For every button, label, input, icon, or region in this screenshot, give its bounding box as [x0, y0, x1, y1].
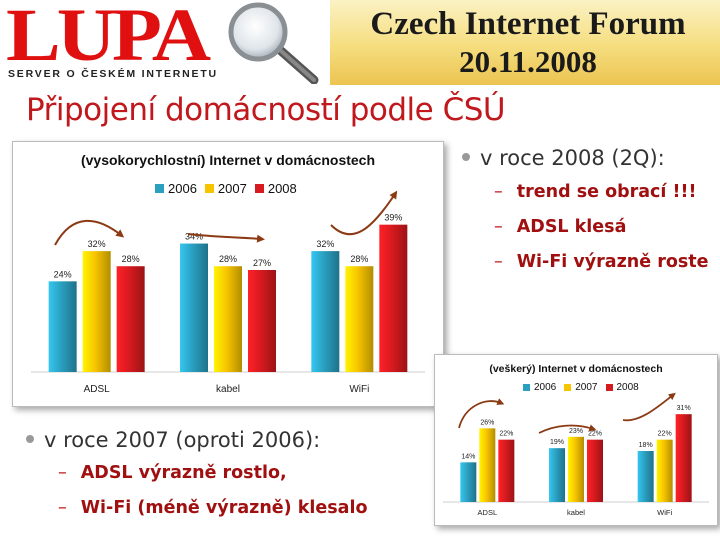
legend-swatch-2007: [204, 184, 214, 193]
bar-wifi-2008: [379, 224, 408, 372]
trend-arrow: [187, 233, 265, 243]
chart-all-internet: 14% 26% 22% ADSL 19% 23% 22% kabel 18% 22% 31% WiFi…: [434, 354, 718, 526]
bar-adsl-2008: [116, 266, 145, 372]
chart-all-title: (veškerý) Internet v domácnostech: [489, 363, 663, 375]
forum-banner: [330, 0, 720, 85]
chart-highspeed-plot: 24% 32% 28% ADSL 34% 28% 27% kabel 32% 28% 39% WiFi: [31, 190, 425, 395]
sub-bullet-2008-2: – ADSL klesá: [494, 217, 627, 237]
bar-wifi-2006: [311, 251, 340, 372]
data-label-wifi-2007: 22%: [658, 431, 672, 438]
trend-arrow: [622, 392, 676, 422]
chart-all-plot: 14% 26% 22% ADSL 19% 23% 22% kabel 18% 22% 31% WiFi: [443, 392, 709, 517]
sub-bullet-2008-3: – Wi-Fi výrazně roste: [494, 252, 709, 272]
data-label-kabel-2008: 22%: [588, 431, 602, 438]
bar-adsl-2006: [460, 462, 477, 502]
lupa-logo: LUPA: [6, 0, 211, 77]
data-label-kabel-2006: 34%: [185, 232, 203, 242]
bullet-2008-text: v roce 2008 (2Q):: [480, 146, 665, 170]
bullet-2008: v roce 2008 (2Q):: [462, 146, 665, 170]
lupa-logo-subtitle: SERVER O ČESKÉM INTERNETU: [8, 68, 218, 80]
trend-arrow: [54, 219, 125, 246]
bar-adsl-2006: [48, 281, 77, 372]
data-label-adsl-2007: 26%: [480, 419, 494, 426]
bar-wifi-2007: [345, 266, 374, 372]
data-label-wifi-2007: 28%: [350, 254, 368, 264]
chart-highspeed-internet: 24% 32% 28% ADSL 34% 28% 27% kabel 32% 28% 39% WiFi…: [12, 141, 444, 407]
legend-swatch-2006: [523, 384, 530, 391]
data-label-kabel-2008: 27%: [253, 258, 271, 268]
data-label-wifi-2006: 32%: [316, 239, 334, 249]
bullet-dot: [462, 153, 470, 161]
legend-label-2008: 2008: [267, 181, 297, 196]
data-label-kabel-2006: 19%: [550, 439, 564, 446]
data-label-adsl-2007: 32%: [88, 239, 106, 249]
bar-kabel-2006: [549, 448, 565, 502]
bullet-dot: [26, 435, 34, 443]
data-label-adsl-2006: 14%: [461, 453, 475, 460]
sub-bullet-2007-1: – ADSL výrazně rostlo,: [58, 463, 287, 483]
data-label-adsl-2008: 28%: [122, 254, 140, 264]
bar-kabel-2006: [180, 243, 208, 372]
bar-kabel-2008: [587, 439, 603, 502]
bullet-2007: v roce 2007 (oproti 2006):: [26, 428, 320, 452]
category-label-adsl: ADSL: [478, 508, 498, 517]
bar-kabel-2007: [568, 436, 584, 502]
bar-kabel-2007: [214, 266, 242, 372]
bar-wifi-2006: [637, 451, 654, 502]
magnifier-icon: [228, 2, 319, 84]
bar-adsl-2008: [498, 439, 515, 502]
data-label-wifi-2006: 18%: [639, 442, 653, 449]
legend-label-2007: 2007: [575, 382, 598, 393]
category-label-wifi: WiFi: [349, 384, 369, 395]
forum-title: Czech Internet Forum: [370, 6, 686, 42]
bar-wifi-2007: [656, 439, 673, 502]
trend-arrow: [538, 424, 597, 434]
legend-label-2006: 2006: [534, 382, 557, 393]
slide-title: Připojení domácností podle ČSÚ: [26, 92, 506, 128]
bullet-2007-text: v roce 2007 (oproti 2006):: [44, 428, 321, 452]
sub-bullet-2007-2: – Wi-Fi (méně výrazně) klesalo: [58, 498, 368, 518]
legend-label-2006: 2006: [168, 181, 197, 196]
legend-label-2008: 2008: [616, 382, 639, 393]
legend-label-2007: 2007: [217, 181, 247, 196]
sub-bullet-2008-1: – trend se obrací !!!: [494, 182, 697, 202]
legend-swatch-2006: [155, 184, 164, 193]
data-label-kabel-2007: 23%: [569, 428, 583, 435]
bar-adsl-2007: [82, 251, 111, 372]
legend-swatch-2007: [564, 384, 572, 391]
chart-highspeed-legend: 2006 2007 2008: [155, 181, 305, 196]
bar-adsl-2007: [479, 428, 496, 502]
data-label-wifi-2008: 39%: [384, 213, 402, 223]
forum-date: 20.11.2008: [459, 44, 597, 79]
bar-kabel-2008: [248, 270, 276, 372]
data-label-adsl-2006: 24%: [54, 269, 72, 279]
legend-swatch-2008: [605, 384, 613, 391]
category-label-kabel: kabel: [567, 508, 585, 517]
bar-wifi-2008: [675, 414, 692, 502]
category-label-adsl: ADSL: [84, 384, 111, 395]
chart-all-legend: 2006 2007 2008: [523, 382, 647, 393]
data-label-wifi-2008: 31%: [677, 405, 691, 412]
chart-highspeed-title: (vysokorychlostní) Internet v domácnoste…: [80, 152, 376, 168]
data-label-adsl-2008: 22%: [499, 431, 513, 438]
slide-header: LUPA SERVER O ČESKÉM INTERNETU Czech Int…: [0, 0, 720, 85]
trend-arrow: [458, 398, 505, 429]
legend-swatch-2008: [254, 184, 264, 193]
trend-arrow: [330, 190, 398, 236]
category-label-kabel: kabel: [216, 384, 240, 395]
category-label-wifi: WiFi: [657, 508, 672, 517]
data-label-kabel-2007: 28%: [219, 254, 237, 264]
